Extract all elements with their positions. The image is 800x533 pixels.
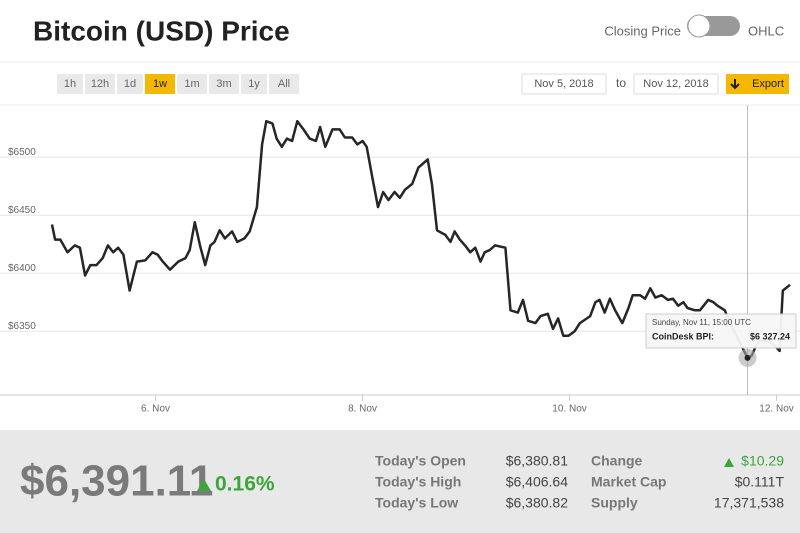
stat-label: Change: [591, 453, 643, 469]
x-tick-label: 12. Nov: [759, 404, 793, 415]
toggle-knob: [687, 14, 711, 38]
summary-panel: [0, 430, 800, 533]
stat-label: Supply: [591, 495, 638, 511]
export-icon: [730, 79, 740, 90]
tooltip-label: CoinDesk BPI:: [652, 331, 714, 341]
stat-value: $0.111T: [735, 474, 785, 490]
range-label: 1y: [248, 78, 260, 90]
range-button[interactable]: [117, 74, 143, 94]
y-tick-label: $6350: [8, 321, 36, 332]
range-label: 3m: [216, 78, 231, 90]
range-button[interactable]: [145, 74, 175, 94]
date-sep: to: [616, 76, 626, 90]
range-label: 12h: [91, 78, 109, 90]
date-to: Nov 12, 2018: [643, 78, 708, 90]
stat-label: Today's Open: [375, 453, 466, 469]
export-label: Export: [752, 78, 784, 90]
export-button[interactable]: [726, 74, 789, 94]
y-tick-label: $6400: [8, 263, 36, 274]
range-label: 1d: [124, 78, 136, 90]
x-tick-label: 10. Nov: [552, 404, 586, 415]
range-label: 1h: [64, 78, 76, 90]
stat-value: $6,380.81: [506, 453, 568, 469]
date-from-box[interactable]: [521, 73, 607, 95]
date-to-box[interactable]: [633, 73, 719, 95]
stat-value: $10.29: [741, 453, 784, 469]
y-tick-label: $6450: [8, 205, 36, 216]
stat-label: Today's High: [375, 474, 461, 490]
range-label: 1w: [153, 78, 167, 90]
tooltip-box: [645, 313, 797, 349]
y-tick-label: $6500: [8, 147, 36, 158]
tooltip-title: Sunday, Nov 11, 15:00 UTC: [652, 318, 751, 327]
tooltip-value: $6 327.24: [750, 331, 790, 341]
hover-dot: [744, 354, 751, 361]
toggle-left-label: Closing Price: [604, 23, 681, 38]
range-button[interactable]: [269, 74, 299, 94]
range-button[interactable]: [177, 74, 207, 94]
stat-value: 17,371,538: [714, 495, 784, 511]
change-pct: 0.16%: [215, 473, 275, 496]
price-line: [50, 119, 791, 360]
range-button[interactable]: [241, 74, 267, 94]
stat-value: $6,380.82: [506, 495, 568, 511]
range-button[interactable]: [85, 74, 115, 94]
price: $6,391.11: [20, 457, 213, 506]
toggle-right-label: OHLC: [748, 23, 784, 38]
x-tick-label: 8. Nov: [348, 404, 377, 415]
stat-value: $6,406.64: [506, 474, 568, 490]
change-arrow: [724, 458, 734, 467]
stat-label: Today's Low: [375, 495, 458, 511]
date-from: Nov 5, 2018: [534, 78, 593, 90]
range-button[interactable]: [57, 74, 83, 94]
stat-label: Market Cap: [591, 474, 666, 490]
title: Bitcoin (USD) Price: [33, 15, 290, 46]
range-button[interactable]: [209, 74, 239, 94]
range-label: All: [278, 78, 290, 90]
up-arrow: [197, 479, 211, 491]
range-label: 1m: [184, 78, 199, 90]
x-tick-label: 6. Nov: [141, 404, 170, 415]
